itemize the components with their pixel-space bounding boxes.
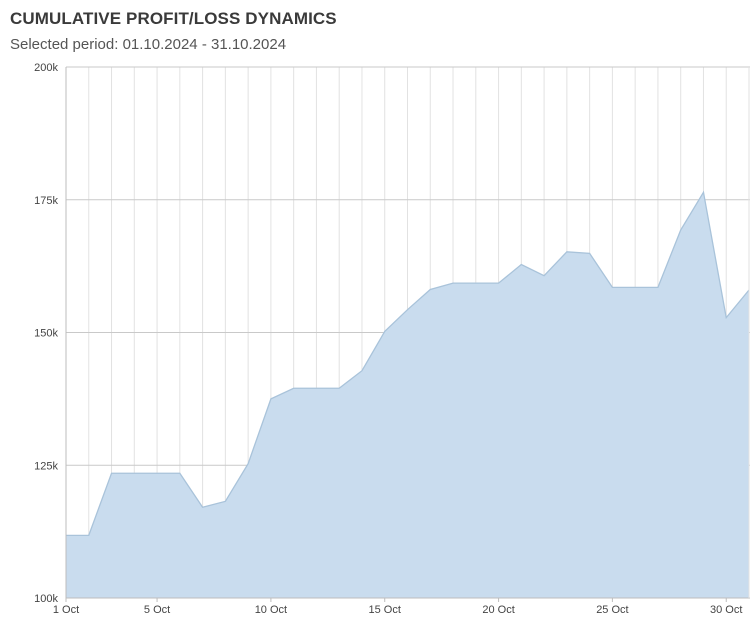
- y-tick-labels: 100k 125k 150k 175k 200k: [34, 62, 58, 605]
- y-tick-label: 150k: [34, 328, 58, 340]
- x-tick-label: 20 Oct: [482, 604, 514, 616]
- axes: [65, 67, 750, 599]
- series-area-fill: [66, 192, 749, 598]
- x-tick-label: 25 Oct: [596, 604, 628, 616]
- x-tick-labels: 1 Oct 5 Oct 10 Oct 15 Oct 20 Oct 25 Oct 30 Oct: [53, 598, 742, 616]
- chart-subtitle: Selected period: 01.10.2024 - 31.10.2024: [10, 36, 287, 53]
- y-tick-label: 100k: [34, 593, 58, 605]
- y-tick-label: 125k: [34, 460, 58, 472]
- y-tick-label: 175k: [34, 195, 58, 207]
- x-tick-label: 1 Oct: [53, 604, 79, 616]
- x-tick-label: 10 Oct: [255, 604, 287, 616]
- x-tick-label: 15 Oct: [369, 604, 401, 616]
- series-line: [66, 190, 750, 536]
- x-tick-label: 5 Oct: [144, 604, 170, 616]
- series-area: [66, 190, 750, 598]
- y-tick-label: 200k: [34, 62, 58, 74]
- x-tick-label: 30 Oct: [710, 604, 742, 616]
- chart-title: CUMULATIVE PROFIT/LOSS DYNAMICS: [10, 9, 337, 28]
